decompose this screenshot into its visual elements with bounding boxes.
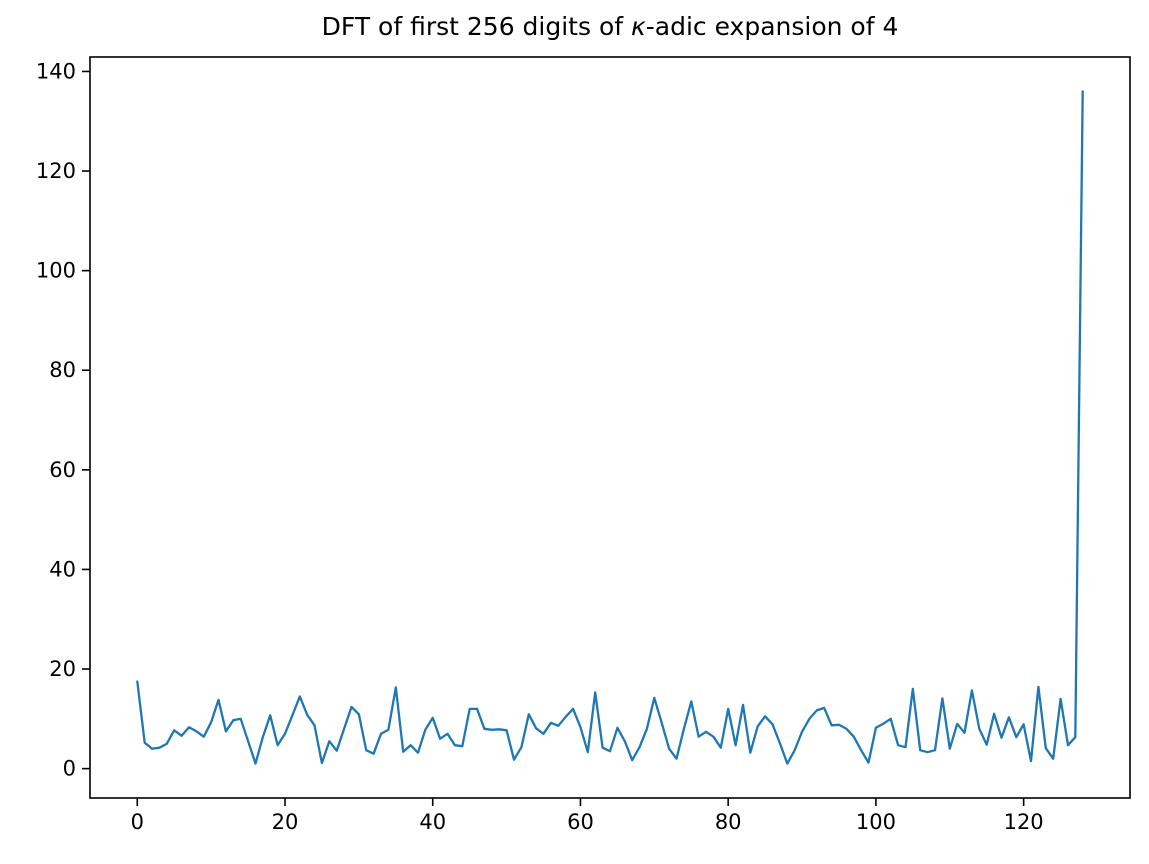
y-tick-label: 40: [49, 557, 76, 581]
y-tick-label: 60: [49, 458, 76, 482]
y-tick-label: 100: [36, 259, 76, 283]
y-tick-label: 20: [49, 657, 76, 681]
chart-title-text: DFT of first 256 digits of: [321, 12, 631, 41]
x-tick-label: 40: [419, 810, 446, 834]
y-tick-label: 120: [36, 159, 76, 183]
x-tick-label: 0: [131, 810, 144, 834]
chart-title-kappa: κ: [631, 12, 646, 41]
data-line-dft-magnitude: [136, 90, 1084, 765]
x-tick-label: 60: [567, 810, 594, 834]
x-tick-label: 100: [856, 810, 896, 834]
y-tick-label: 140: [36, 59, 76, 83]
chart-title: DFT of first 256 digits of κ-adic expans…: [90, 12, 1130, 41]
x-tick-label: 20: [272, 810, 299, 834]
x-tick-label: 120: [1004, 810, 1044, 834]
plot-border: [89, 56, 1131, 799]
x-tick-label: 80: [715, 810, 742, 834]
chart-title-suffix: -adic expansion of 4: [645, 12, 899, 41]
y-tick-label: 80: [49, 358, 76, 382]
y-tick-label: 0: [63, 757, 76, 781]
